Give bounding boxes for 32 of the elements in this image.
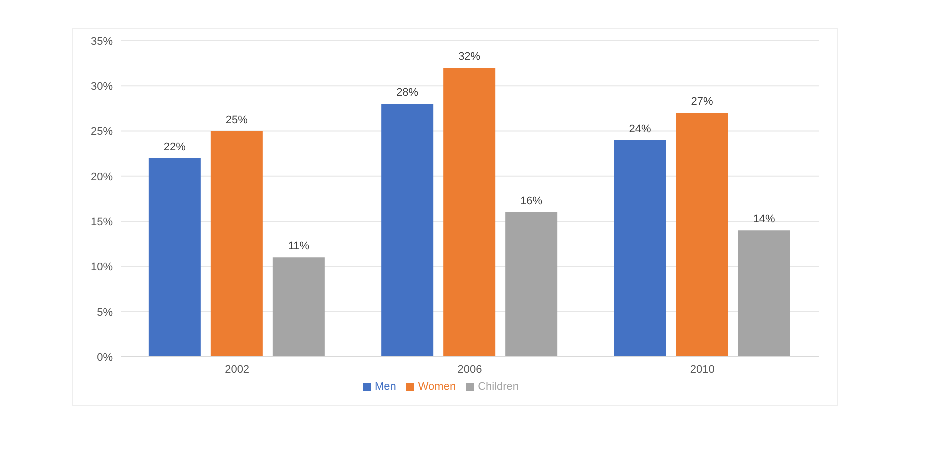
x-tick-label: 2010 xyxy=(690,364,715,376)
data-label: 14% xyxy=(753,214,776,226)
bar xyxy=(272,258,325,357)
y-tick-label: 15% xyxy=(90,216,114,228)
data-label: 27% xyxy=(691,96,714,108)
bar xyxy=(444,68,496,357)
data-label: 24% xyxy=(629,123,652,136)
bar xyxy=(210,131,263,357)
legend-label: Women xyxy=(418,381,456,393)
data-label: 16% xyxy=(520,196,543,208)
y-tick-label: 25% xyxy=(90,126,114,138)
bar xyxy=(506,212,558,357)
bar xyxy=(382,104,434,357)
data-label: 32% xyxy=(458,51,481,64)
x-tick-label: 2006 xyxy=(458,364,482,376)
data-label: 11% xyxy=(288,240,310,253)
data-label: 28% xyxy=(396,87,419,100)
x-tick-label: 2002 xyxy=(225,364,250,376)
bar xyxy=(676,113,728,357)
bar xyxy=(738,230,790,357)
y-tick-label: 5% xyxy=(97,306,114,319)
bar xyxy=(614,140,666,357)
bar xyxy=(148,158,201,357)
y-tick-label: 10% xyxy=(90,262,114,274)
legend-label: Men xyxy=(374,381,396,393)
y-tick-label: 0% xyxy=(97,352,114,364)
y-tick-label: 35% xyxy=(90,36,114,48)
legend-label: Children xyxy=(478,381,520,393)
data-label: 22% xyxy=(164,141,186,154)
y-tick-label: 30% xyxy=(90,81,114,94)
y-tick-label: 20% xyxy=(90,171,114,184)
data-label: 25% xyxy=(226,114,248,126)
